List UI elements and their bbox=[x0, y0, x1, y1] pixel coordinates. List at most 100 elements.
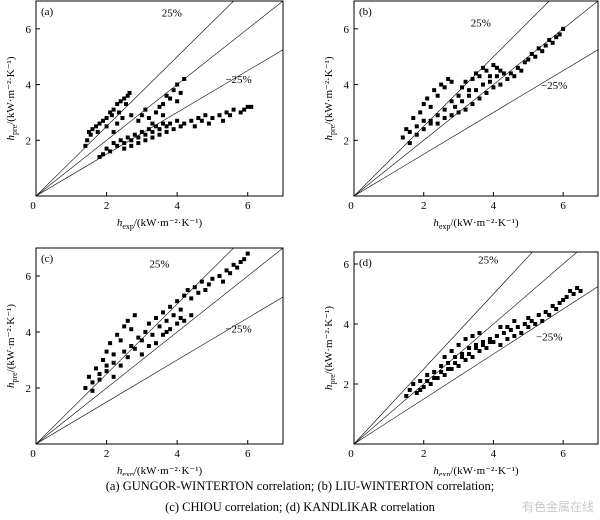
y-tick-label: 6 bbox=[344, 259, 350, 271]
data-point bbox=[104, 124, 109, 129]
data-point bbox=[189, 313, 194, 318]
data-point bbox=[442, 85, 447, 90]
x-tick-label: 6 bbox=[245, 448, 251, 460]
y-tick-label: 4 bbox=[26, 80, 32, 92]
data-point bbox=[414, 124, 419, 129]
data-point bbox=[139, 352, 144, 357]
data-point bbox=[231, 262, 236, 267]
data-point bbox=[161, 102, 166, 107]
data-point bbox=[104, 369, 109, 374]
panel-label: (a) bbox=[41, 6, 54, 18]
data-point bbox=[421, 385, 426, 389]
reference-line bbox=[354, 252, 578, 444]
data-point bbox=[498, 343, 503, 347]
data-point bbox=[210, 116, 215, 120]
data-point bbox=[143, 138, 148, 143]
data-point bbox=[224, 268, 229, 273]
data-point bbox=[150, 129, 155, 134]
x-tick-label: 2 bbox=[421, 200, 427, 212]
x-tick-label: 4 bbox=[491, 448, 497, 460]
data-point bbox=[442, 116, 447, 120]
data-point bbox=[418, 379, 423, 383]
data-point bbox=[470, 102, 475, 107]
data-point bbox=[118, 338, 123, 343]
data-point bbox=[90, 388, 95, 393]
data-point bbox=[111, 360, 116, 365]
data-point bbox=[407, 129, 412, 134]
y-tick-label: 6 bbox=[26, 24, 32, 36]
data-point bbox=[512, 319, 517, 323]
data-point bbox=[125, 135, 130, 140]
data-point bbox=[414, 132, 419, 137]
data-point bbox=[111, 129, 116, 134]
data-point bbox=[231, 107, 236, 112]
data-point bbox=[178, 316, 183, 320]
reference-line bbox=[36, 248, 283, 444]
data-point bbox=[467, 346, 472, 350]
reference-line bbox=[36, 1, 283, 196]
data-point bbox=[93, 366, 98, 371]
data-point bbox=[196, 116, 201, 120]
data-point bbox=[125, 355, 130, 360]
data-point bbox=[146, 116, 151, 120]
data-point bbox=[150, 332, 155, 337]
data-point bbox=[139, 338, 144, 343]
data-point bbox=[505, 77, 510, 81]
data-point bbox=[164, 318, 169, 323]
data-point bbox=[168, 121, 173, 126]
data-point bbox=[115, 143, 120, 148]
data-point bbox=[543, 310, 548, 314]
reference-line bbox=[354, 252, 533, 444]
data-point bbox=[182, 293, 187, 298]
data-point bbox=[460, 352, 465, 356]
data-point bbox=[178, 124, 183, 129]
data-point bbox=[456, 110, 461, 115]
data-point bbox=[571, 292, 576, 296]
y-axis-title: hpre/(kW·m⁻²·K⁻¹) bbox=[323, 306, 337, 390]
data-point bbox=[238, 260, 243, 264]
data-point bbox=[477, 331, 482, 335]
data-point bbox=[164, 330, 169, 334]
data-point bbox=[168, 96, 173, 101]
data-point bbox=[519, 331, 524, 335]
data-point bbox=[449, 113, 454, 118]
data-point bbox=[453, 355, 458, 359]
data-point bbox=[217, 113, 222, 118]
data-point bbox=[143, 330, 148, 334]
data-point bbox=[432, 88, 437, 93]
reference-line bbox=[354, 49, 598, 196]
data-point bbox=[221, 279, 226, 284]
data-point bbox=[101, 358, 106, 362]
data-point bbox=[182, 318, 187, 323]
annotation-plus-25: 25% bbox=[471, 17, 491, 29]
data-point bbox=[411, 382, 416, 386]
x-axis-title: hexp/(kW·m⁻²·K⁻¹) bbox=[433, 465, 519, 476]
data-point bbox=[104, 363, 109, 368]
reference-line bbox=[36, 1, 234, 196]
data-point bbox=[578, 289, 583, 293]
y-axis-title: hpre/(kW·m⁻²·K⁻¹) bbox=[323, 56, 337, 140]
data-point bbox=[146, 321, 151, 326]
data-point bbox=[404, 394, 409, 398]
data-point bbox=[480, 82, 485, 87]
data-point bbox=[118, 363, 123, 368]
data-point bbox=[529, 319, 534, 323]
data-point bbox=[85, 138, 90, 143]
data-point bbox=[463, 337, 468, 341]
data-point bbox=[108, 110, 113, 115]
y-tick-label: 4 bbox=[26, 327, 32, 339]
data-point bbox=[206, 121, 211, 126]
data-point bbox=[519, 68, 524, 73]
data-point bbox=[477, 349, 482, 353]
data-point bbox=[474, 343, 478, 347]
caption-line-2: (c) CHIOU correlation; (d) KANDLIKAR cor… bbox=[165, 500, 435, 514]
chart-panel-d: 0 2 4 6 2 4 6 (d) 25% −25% hexp/(kW·m⁻²·K⁻¹) hpre/(… bbox=[323, 251, 599, 476]
data-point bbox=[104, 146, 109, 151]
data-point bbox=[554, 35, 559, 40]
data-point bbox=[428, 118, 433, 123]
data-point bbox=[432, 376, 437, 380]
data-point bbox=[157, 127, 162, 132]
data-point bbox=[494, 65, 499, 70]
data-point bbox=[111, 374, 116, 379]
data-point bbox=[224, 110, 229, 115]
